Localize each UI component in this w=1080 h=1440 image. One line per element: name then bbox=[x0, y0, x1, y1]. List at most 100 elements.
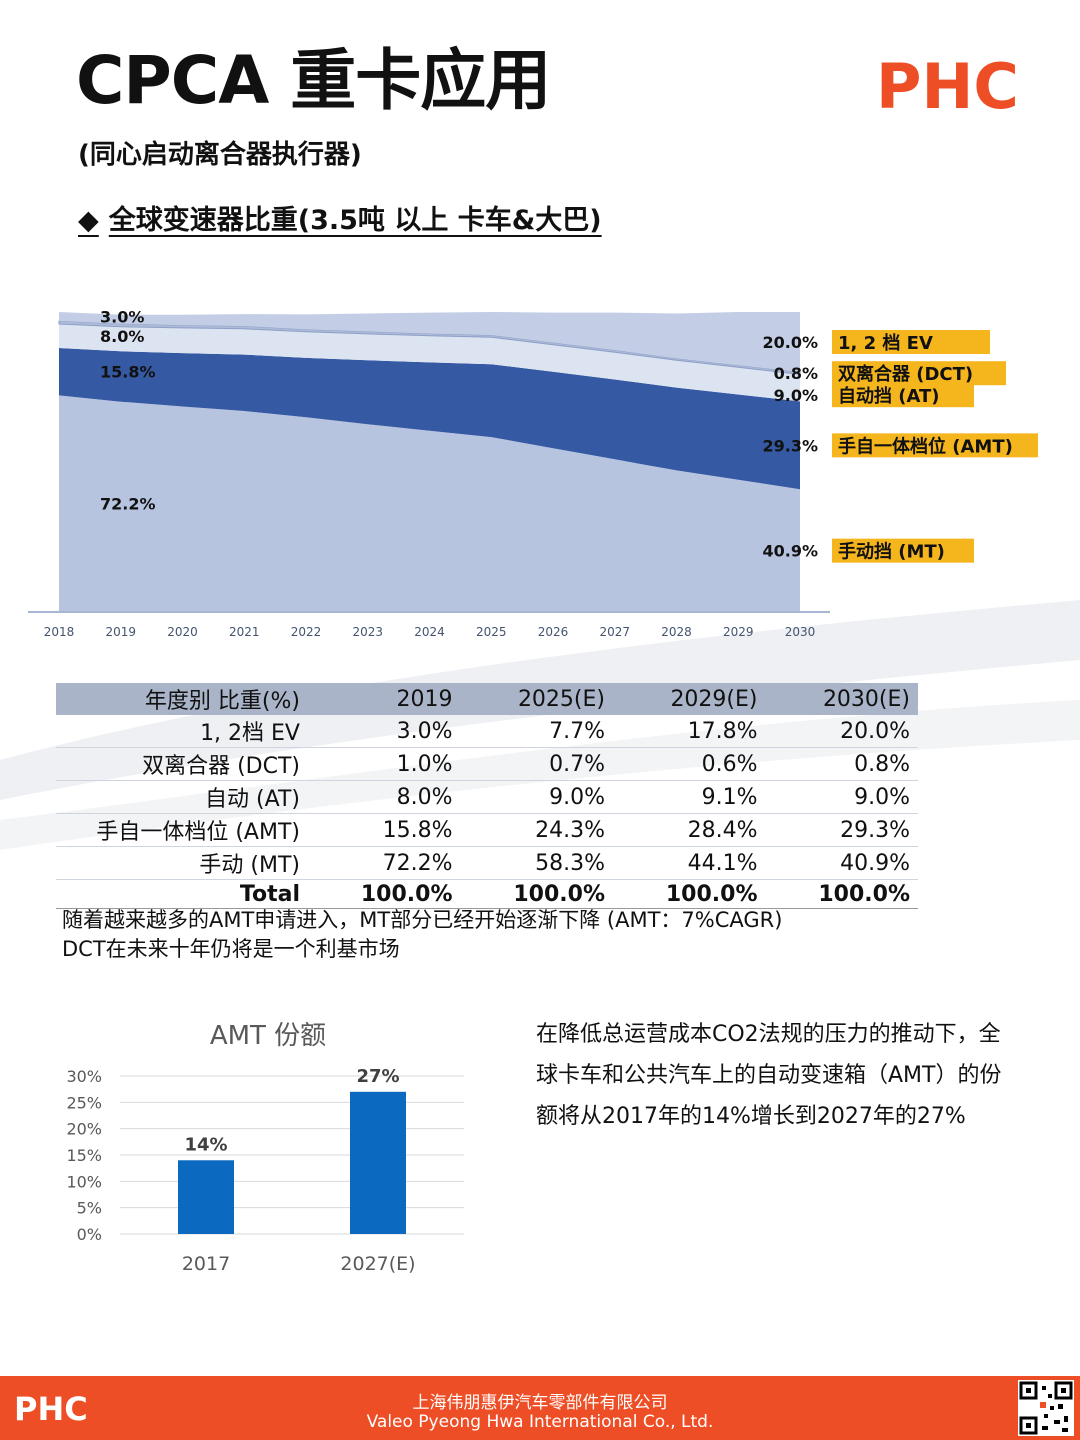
area-amt bbox=[59, 348, 800, 490]
row-label: 手自一体档位 (AMT) bbox=[56, 813, 308, 847]
table-cell: 8.0% bbox=[308, 780, 461, 814]
table-cell: 9.0% bbox=[460, 780, 613, 814]
x-tick-label: 2020 bbox=[167, 625, 198, 639]
table-cell: 24.3% bbox=[460, 813, 613, 847]
bar bbox=[178, 1160, 234, 1234]
row-label: 1, 2档 EV bbox=[56, 715, 308, 748]
x-tick-label: 2018 bbox=[44, 625, 75, 639]
x-tick-label: 2027 bbox=[599, 625, 630, 639]
table-cell: 44.1% bbox=[613, 846, 766, 880]
section-heading-text: 全球变速器比重(3.5吨 以上 卡车&大巴) bbox=[108, 205, 602, 236]
legend-badge bbox=[832, 383, 974, 408]
x-tick-label: 2025 bbox=[476, 625, 507, 639]
x-tick-label: 2026 bbox=[538, 625, 569, 639]
y-tick-label: 25% bbox=[66, 1093, 102, 1112]
table-cell: 58.3% bbox=[460, 846, 613, 880]
table-cell: 100.0% bbox=[460, 879, 613, 909]
phc-logo: PHC bbox=[876, 52, 1016, 123]
x-tick-label: 2019 bbox=[105, 625, 136, 639]
footer-logo-text: PHC bbox=[14, 1390, 88, 1428]
data-label-end: 0.8% bbox=[774, 364, 818, 383]
row-label: 双离合器 (DCT) bbox=[56, 747, 308, 781]
table-cell: 100.0% bbox=[613, 879, 766, 909]
area-at bbox=[59, 324, 800, 402]
table-cell: 100.0% bbox=[765, 879, 918, 909]
bar-value-label: 14% bbox=[184, 1134, 227, 1155]
data-label-end: 40.9% bbox=[762, 542, 818, 561]
x-tick-label: 2029 bbox=[723, 625, 754, 639]
table-row: Total 100.0% 100.0% 100.0% 100.0% bbox=[56, 879, 918, 909]
y-tick-label: 15% bbox=[66, 1146, 102, 1165]
table-cell: 9.0% bbox=[765, 780, 918, 814]
legend-badge bbox=[832, 361, 1006, 386]
legend-badge bbox=[832, 433, 1038, 458]
table-cell: 20.0% bbox=[765, 715, 918, 748]
page-title: CPCA 重卡应用 bbox=[76, 42, 551, 119]
x-tick-label: 2030 bbox=[785, 625, 816, 639]
row-label: 手动 (MT) bbox=[56, 846, 308, 880]
x-category-label: 2027(E) bbox=[340, 1253, 415, 1275]
x-tick-label: 2028 bbox=[661, 625, 692, 639]
transmission-share-area-chart: 2018 2019 2020 2021 2022 2023 2024 2025 2026 2027… bbox=[28, 308, 1038, 639]
data-label-start: 15.8% bbox=[100, 363, 156, 382]
table-cell: 15.8% bbox=[308, 813, 461, 847]
data-label-start: 8.0% bbox=[100, 327, 144, 346]
footer-phc-logo: PHC bbox=[14, 1390, 88, 1428]
table-cell: 100.0% bbox=[308, 879, 461, 909]
logo-text: PHC bbox=[876, 52, 1016, 123]
table-row: 手自一体档位 (AMT) 15.8% 24.3% 28.4% 29.3% bbox=[56, 813, 918, 847]
table-cell: 29.3% bbox=[765, 813, 918, 847]
bar bbox=[350, 1091, 406, 1234]
area-mt bbox=[59, 395, 800, 612]
bar-chart-title: AMT 份额 bbox=[210, 1021, 326, 1051]
footer-company-cn: 上海伟朋惠伊汽车零部件有限公司 bbox=[412, 1393, 668, 1413]
x-tick-label: 2023 bbox=[352, 625, 383, 639]
note-line-2: DCT在未来十年仍将是一个利基市场 bbox=[62, 937, 400, 961]
table-header-year: 2025(E) bbox=[460, 683, 613, 715]
data-label-end: 20.0% bbox=[762, 333, 818, 352]
diamond-bullet-icon: ◆ bbox=[78, 205, 99, 236]
page-subtitle: (同心启动离合器执行器) bbox=[78, 140, 362, 170]
legend-label: 自动挡 (AT) bbox=[838, 385, 940, 407]
table-header-label: 年度别 比重(%) bbox=[56, 683, 308, 715]
y-tick-label: 5% bbox=[77, 1199, 102, 1218]
table-cell: 72.2% bbox=[308, 846, 461, 880]
row-label: Total bbox=[56, 879, 308, 909]
x-tick-label: 2021 bbox=[229, 625, 260, 639]
table-row: 双离合器 (DCT) 1.0% 0.7% 0.6% 0.8% bbox=[56, 747, 918, 781]
table-header-year: 2019 bbox=[308, 683, 461, 715]
y-tick-label: 20% bbox=[66, 1120, 102, 1139]
qr-code-icon bbox=[1018, 1380, 1074, 1436]
section-heading: ◆ 全球变速器比重(3.5吨 以上 卡车&大巴) bbox=[78, 198, 602, 237]
footer-bar: PHC 上海伟朋惠伊汽车零部件有限公司 Valeo Pyeong Hwa Int… bbox=[0, 1376, 1080, 1440]
data-label-end: 29.3% bbox=[762, 436, 818, 455]
data-label-start: 72.2% bbox=[100, 495, 156, 514]
x-tick-label: 2024 bbox=[414, 625, 445, 639]
legend-badge bbox=[832, 330, 990, 354]
share-table: 年度别 比重(%) 2019 2025(E) 2029(E) 2030(E) 1, 2档… bbox=[56, 683, 918, 909]
amt-share-bar-chart: AMT 份额 0% 5% 10% 15% 20% 25% 30% 14% 2017 27% 2027(… bbox=[66, 1021, 464, 1275]
area-ev bbox=[59, 312, 800, 372]
x-tick-label: 2022 bbox=[291, 625, 322, 639]
data-label-end: 9.0% bbox=[774, 386, 818, 405]
bar-value-label: 27% bbox=[356, 1066, 399, 1087]
legend-label: 1, 2 档 EV bbox=[838, 332, 933, 354]
table-cell: 7.7% bbox=[460, 715, 613, 748]
table-cell: 3.0% bbox=[308, 715, 461, 748]
y-tick-label: 0% bbox=[77, 1225, 102, 1244]
legend-label: 双离合器 (DCT) bbox=[838, 363, 973, 385]
table-cell: 9.1% bbox=[613, 780, 766, 814]
table-header-row: 年度别 比重(%) 2019 2025(E) 2029(E) 2030(E) bbox=[56, 683, 918, 715]
table-cell: 1.0% bbox=[308, 747, 461, 781]
table-header-year: 2029(E) bbox=[613, 683, 766, 715]
data-label-start: 3.0% bbox=[100, 308, 144, 327]
y-tick-label: 30% bbox=[66, 1067, 102, 1086]
legend-label: 手动挡 (MT) bbox=[838, 541, 945, 563]
table-header-year: 2030(E) bbox=[765, 683, 918, 715]
x-category-label: 2017 bbox=[182, 1253, 230, 1275]
footer-company-en: Valeo Pyeong Hwa International Co., Ltd. bbox=[366, 1412, 714, 1432]
amt-paragraph: 在降低总运营成本CO2法规的压力的推动下，全球卡车和公共汽车上的自动变速箱（AM… bbox=[536, 1022, 1002, 1129]
table-row: 自动 (AT) 8.0% 9.0% 9.1% 9.0% bbox=[56, 780, 918, 814]
table-cell: 40.9% bbox=[765, 846, 918, 880]
table-cell: 0.7% bbox=[460, 747, 613, 781]
